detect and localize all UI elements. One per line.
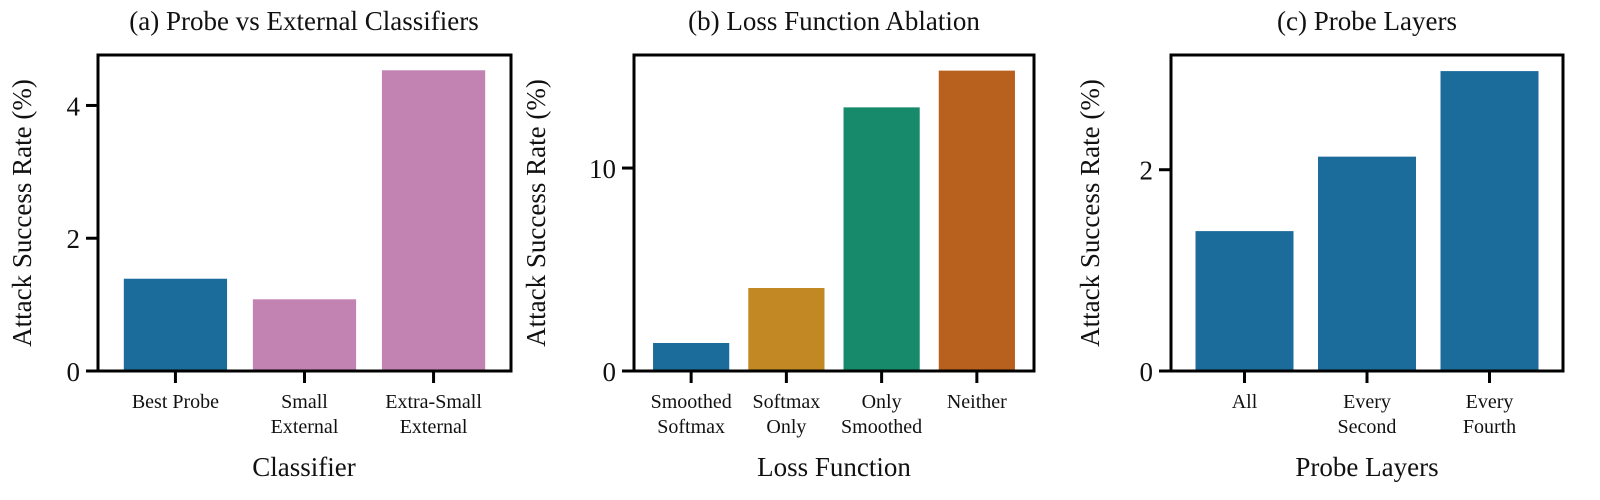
y-tick-label: 0 (1140, 357, 1154, 387)
x-tick-label: Smoothed Softmax (651, 391, 732, 438)
x-tick-label: Small External (271, 391, 339, 438)
bar-best-probe (123, 278, 228, 371)
x-tick-label: All (1232, 391, 1258, 413)
panel-c-xlabel: Probe Layers (1295, 452, 1438, 482)
bar-every-fourth (1440, 71, 1539, 371)
bar-small-external (252, 299, 357, 371)
panel-a-frame (96, 53, 513, 373)
y-tick-label: 10 (589, 154, 616, 184)
panel-c-frame (1169, 53, 1565, 373)
bar-only-smoothed (843, 107, 920, 371)
panel-c-xticks: All Every Second Every Fourth (1232, 371, 1516, 438)
panel-a-xlabel: Classifier (252, 452, 355, 482)
bar-extra-small-external (381, 70, 486, 371)
y-tick-label: 2 (67, 224, 81, 254)
panel-b-yticks: 0 10 (589, 154, 634, 387)
panel-b-frame (632, 53, 1036, 373)
bar-softmax-only (748, 287, 825, 371)
panel-c-ylabel: Attack Success Rate (%) (1075, 79, 1105, 347)
bar-smoothed-softmax (653, 342, 730, 371)
bar-every-second (1318, 156, 1416, 371)
panel-c-title: (c) Probe Layers (1277, 6, 1457, 36)
bar-neither (938, 70, 1015, 371)
x-tick-label: Every Fourth (1463, 391, 1516, 438)
panel-a-title: (a) Probe vs External Classifiers (129, 6, 478, 36)
panel-c-yticks: 02 (1140, 156, 1171, 387)
panel-a: (a) Probe vs External Classifiers Attack… (7, 6, 513, 482)
panel-b: (b) Loss Function Ablation Attack Succes… (521, 6, 1036, 482)
panel-a-ylabel: Attack Success Rate (%) (7, 79, 37, 347)
panel-a-xticks: Best Probe Small External Extra-Small Extern… (132, 371, 482, 438)
bar-all (1195, 231, 1294, 371)
x-tick-label: Best Probe (132, 391, 219, 413)
panel-b-xlabel: Loss Function (757, 452, 911, 482)
x-tick-label: Every Second (1338, 391, 1397, 438)
panel-b-bars (653, 70, 1015, 371)
panel-b-xticks: Smoothed Softmax Softmax Only Only Smoothed Ne… (651, 371, 1007, 438)
panel-b-title: (b) Loss Function Ablation (688, 6, 980, 36)
x-tick-label: Extra-Small External (385, 391, 482, 438)
panel-a-bars (123, 70, 486, 371)
y-tick-label: 0 (67, 357, 81, 387)
y-tick-label: 2 (1140, 156, 1154, 186)
panel-c-bars (1195, 71, 1539, 371)
x-tick-label: Only Smoothed (841, 391, 922, 438)
panel-a-yticks: 0 2 4 (67, 91, 98, 387)
y-tick-label: 0 (603, 357, 617, 387)
panel-b-ylabel: Attack Success Rate (%) (521, 79, 551, 347)
x-tick-label: Neither (947, 391, 1007, 413)
x-tick-label: Softmax Only (752, 391, 820, 438)
panel-c: (c) Probe Layers Attack Success Rate (%)… (1075, 6, 1565, 482)
y-tick-label: 4 (67, 91, 81, 121)
